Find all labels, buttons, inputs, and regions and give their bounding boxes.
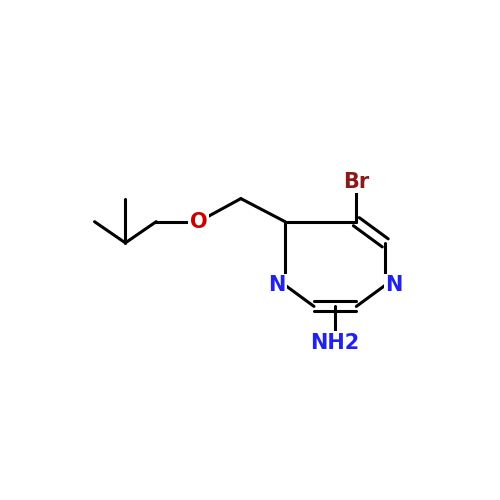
Text: O: O (190, 212, 208, 232)
Text: NH2: NH2 (310, 332, 360, 352)
Text: N: N (268, 275, 285, 295)
Text: Br: Br (343, 172, 369, 192)
Text: N: N (385, 275, 402, 295)
